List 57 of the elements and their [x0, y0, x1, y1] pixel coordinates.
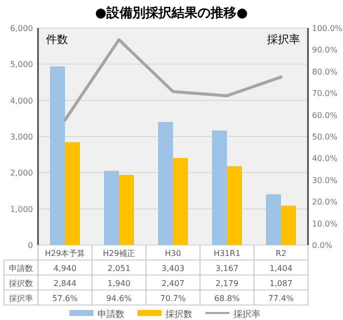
- y-tick-label: 6,000: [10, 24, 33, 33]
- data-label: 2,179: [216, 279, 238, 288]
- data-label: 1,087: [270, 279, 292, 288]
- y2-tick-label: 40.0%: [312, 154, 338, 164]
- bar: [104, 170, 119, 245]
- bar: [266, 194, 281, 245]
- bar: [158, 122, 173, 245]
- y2-axis-title: 採択率: [267, 33, 300, 46]
- y2-tick-label: 0.0%: [312, 241, 333, 250]
- x-tick-label: H30: [164, 249, 182, 258]
- data-label: 94.6%: [106, 294, 132, 303]
- y2-tick-label: 100.0%: [312, 24, 343, 33]
- text: 採択率: [9, 294, 33, 303]
- y-tick-label: 1,000: [10, 204, 33, 214]
- bar: [227, 166, 242, 245]
- data-label: 68.8%: [214, 294, 240, 303]
- data-label: 1,404: [270, 264, 292, 273]
- data-label: 2,407: [162, 279, 184, 288]
- y-tick-label: 2,000: [10, 168, 33, 178]
- legend-label: 申請数: [98, 309, 124, 320]
- y2-tick-label: 80.0%: [312, 67, 338, 76]
- y-tick-label: 0: [28, 241, 33, 250]
- x-tick-label: H31R1: [214, 249, 240, 258]
- legend-label: 採択率: [234, 309, 260, 320]
- y2-tick-label: 90.0%: [312, 46, 338, 55]
- data-label: 2,051: [108, 264, 130, 273]
- y2-tick-label: 70.0%: [312, 89, 338, 98]
- bar: [173, 158, 188, 245]
- bar: [119, 174, 134, 245]
- y-tick-label: 4,000: [10, 96, 33, 106]
- y-tick-label: 5,000: [10, 60, 33, 70]
- data-label: 3,403: [162, 264, 184, 273]
- y2-tick-label: 50.0%: [312, 132, 338, 142]
- chart-title: ●設備別採択結果の推移●: [95, 5, 248, 21]
- bar: [212, 130, 227, 245]
- y2-tick-label: 10.0%: [312, 219, 338, 228]
- text: 申請数: [9, 264, 33, 273]
- y-tick-label: 3,000: [10, 132, 33, 142]
- y2-tick-label: 60.0%: [312, 110, 338, 120]
- data-label: 70.7%: [160, 294, 186, 303]
- legend-label: 採択数: [166, 309, 192, 320]
- x-tick-label: R2: [276, 249, 286, 258]
- data-label: 77.4%: [268, 294, 294, 303]
- data-label: 2,844: [54, 279, 76, 288]
- x-tick-label: H29本予算: [44, 249, 86, 258]
- bar: [65, 142, 80, 245]
- bar: [281, 206, 296, 245]
- y2-tick-label: 20.0%: [312, 198, 338, 207]
- data-label: 3,167: [216, 264, 238, 273]
- data-label: 4,940: [54, 264, 76, 273]
- data-label: 57.6%: [52, 294, 78, 303]
- bar: [50, 66, 65, 245]
- data-label: 1,940: [108, 279, 130, 288]
- y2-tick-label: 30.0%: [312, 176, 338, 185]
- text: 採択数: [9, 279, 33, 288]
- y-axis-title: 件数: [46, 33, 68, 46]
- x-tick-label: H29補正: [102, 249, 136, 258]
